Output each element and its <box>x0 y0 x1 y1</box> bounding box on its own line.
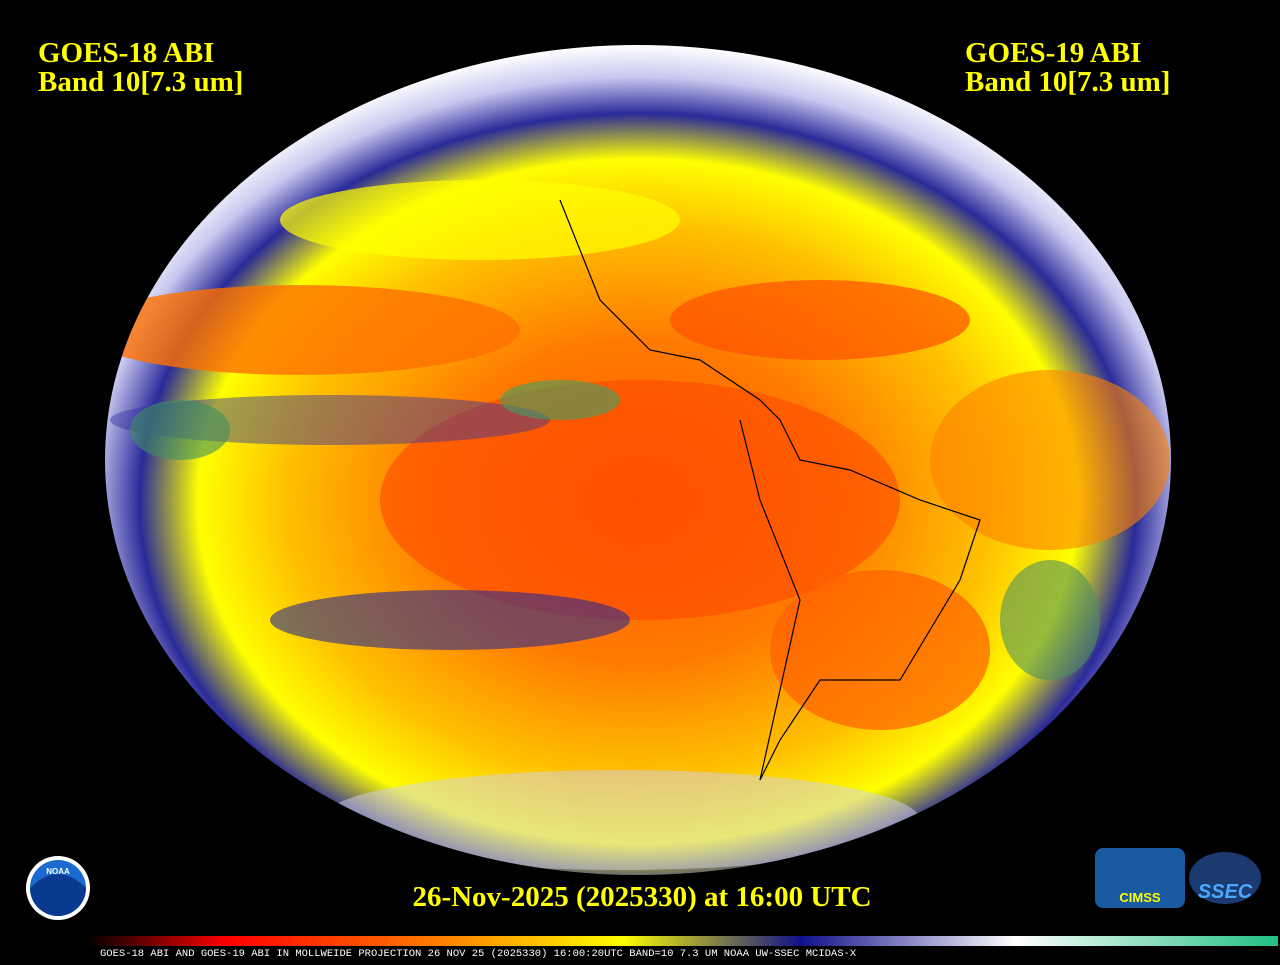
ssec-logo: SSEC <box>1189 852 1261 904</box>
cimss-text: CIMSS <box>1119 890 1161 905</box>
coastline <box>559 199 981 781</box>
cimss-logo: CIMSS <box>1095 848 1185 908</box>
left-satellite: GOES-18 ABI <box>38 37 214 69</box>
left-band: Band 10[7.3 um] <box>38 66 243 98</box>
footer-caption: GOES-18 ABI AND GOES-19 ABI IN MOLLWEIDE… <box>100 948 857 960</box>
timestamp: 26-Nov-2025 (2025330) at 16:00 UTC <box>412 881 871 913</box>
color-bar <box>85 936 1278 946</box>
cloud-features <box>105 180 1170 870</box>
noaa-logo: NOAA <box>26 856 90 920</box>
right-satellite: GOES-19 ABI <box>965 37 1141 69</box>
right-band: Band 10[7.3 um] <box>965 66 1170 98</box>
ssec-text: SSEC <box>1198 881 1253 903</box>
noaa-text: NOAA <box>46 867 70 876</box>
